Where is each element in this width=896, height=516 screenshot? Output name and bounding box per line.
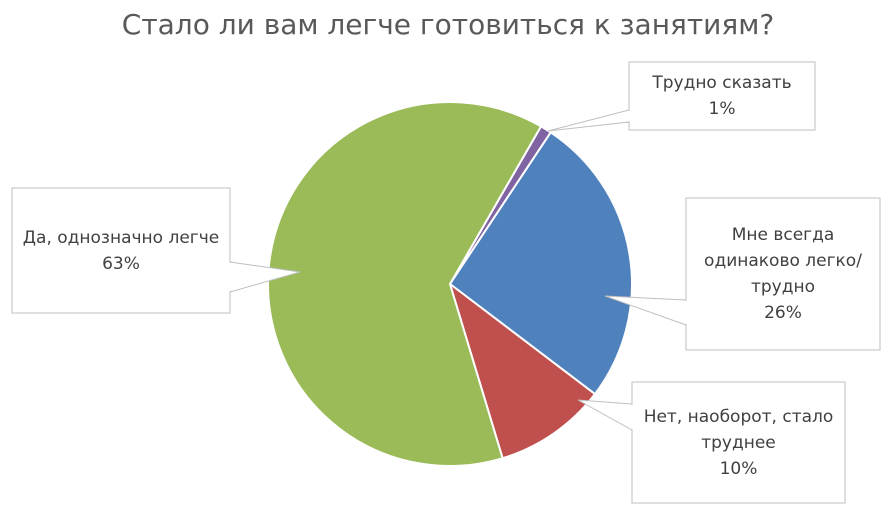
value-label: 1% <box>708 99 736 119</box>
category-label: Трудно сказать <box>652 73 792 93</box>
callout-box <box>11 187 231 314</box>
value-label: 10% <box>719 458 758 479</box>
category-label: Нет, наоборот, стало труднее <box>643 406 834 453</box>
category-label: Да, однозначно легче <box>22 227 220 248</box>
data-label: Да, однозначно легче 63% <box>22 188 220 313</box>
pie-slice <box>267 101 543 467</box>
callout-box <box>631 381 846 504</box>
value-label: 26% <box>764 303 802 323</box>
data-label: Трудно сказать 1% <box>639 62 805 130</box>
data-label: Мне всегда одинаково легко/трудно 26% <box>696 198 870 350</box>
callout-box <box>685 197 881 351</box>
category-label: Мне всегда одинаково легко/трудно <box>704 225 862 297</box>
value-label: 63% <box>102 253 140 274</box>
pie-slice <box>448 281 597 460</box>
data-label: Нет, наоборот, стало труднее 10% <box>642 382 835 503</box>
pie-slice <box>448 131 633 396</box>
callout-pointer <box>547 109 630 132</box>
callout-box <box>628 61 816 131</box>
callout-pointer <box>577 399 633 431</box>
chart-title: Стало ли вам легче готовиться к занятиям… <box>121 8 775 41</box>
